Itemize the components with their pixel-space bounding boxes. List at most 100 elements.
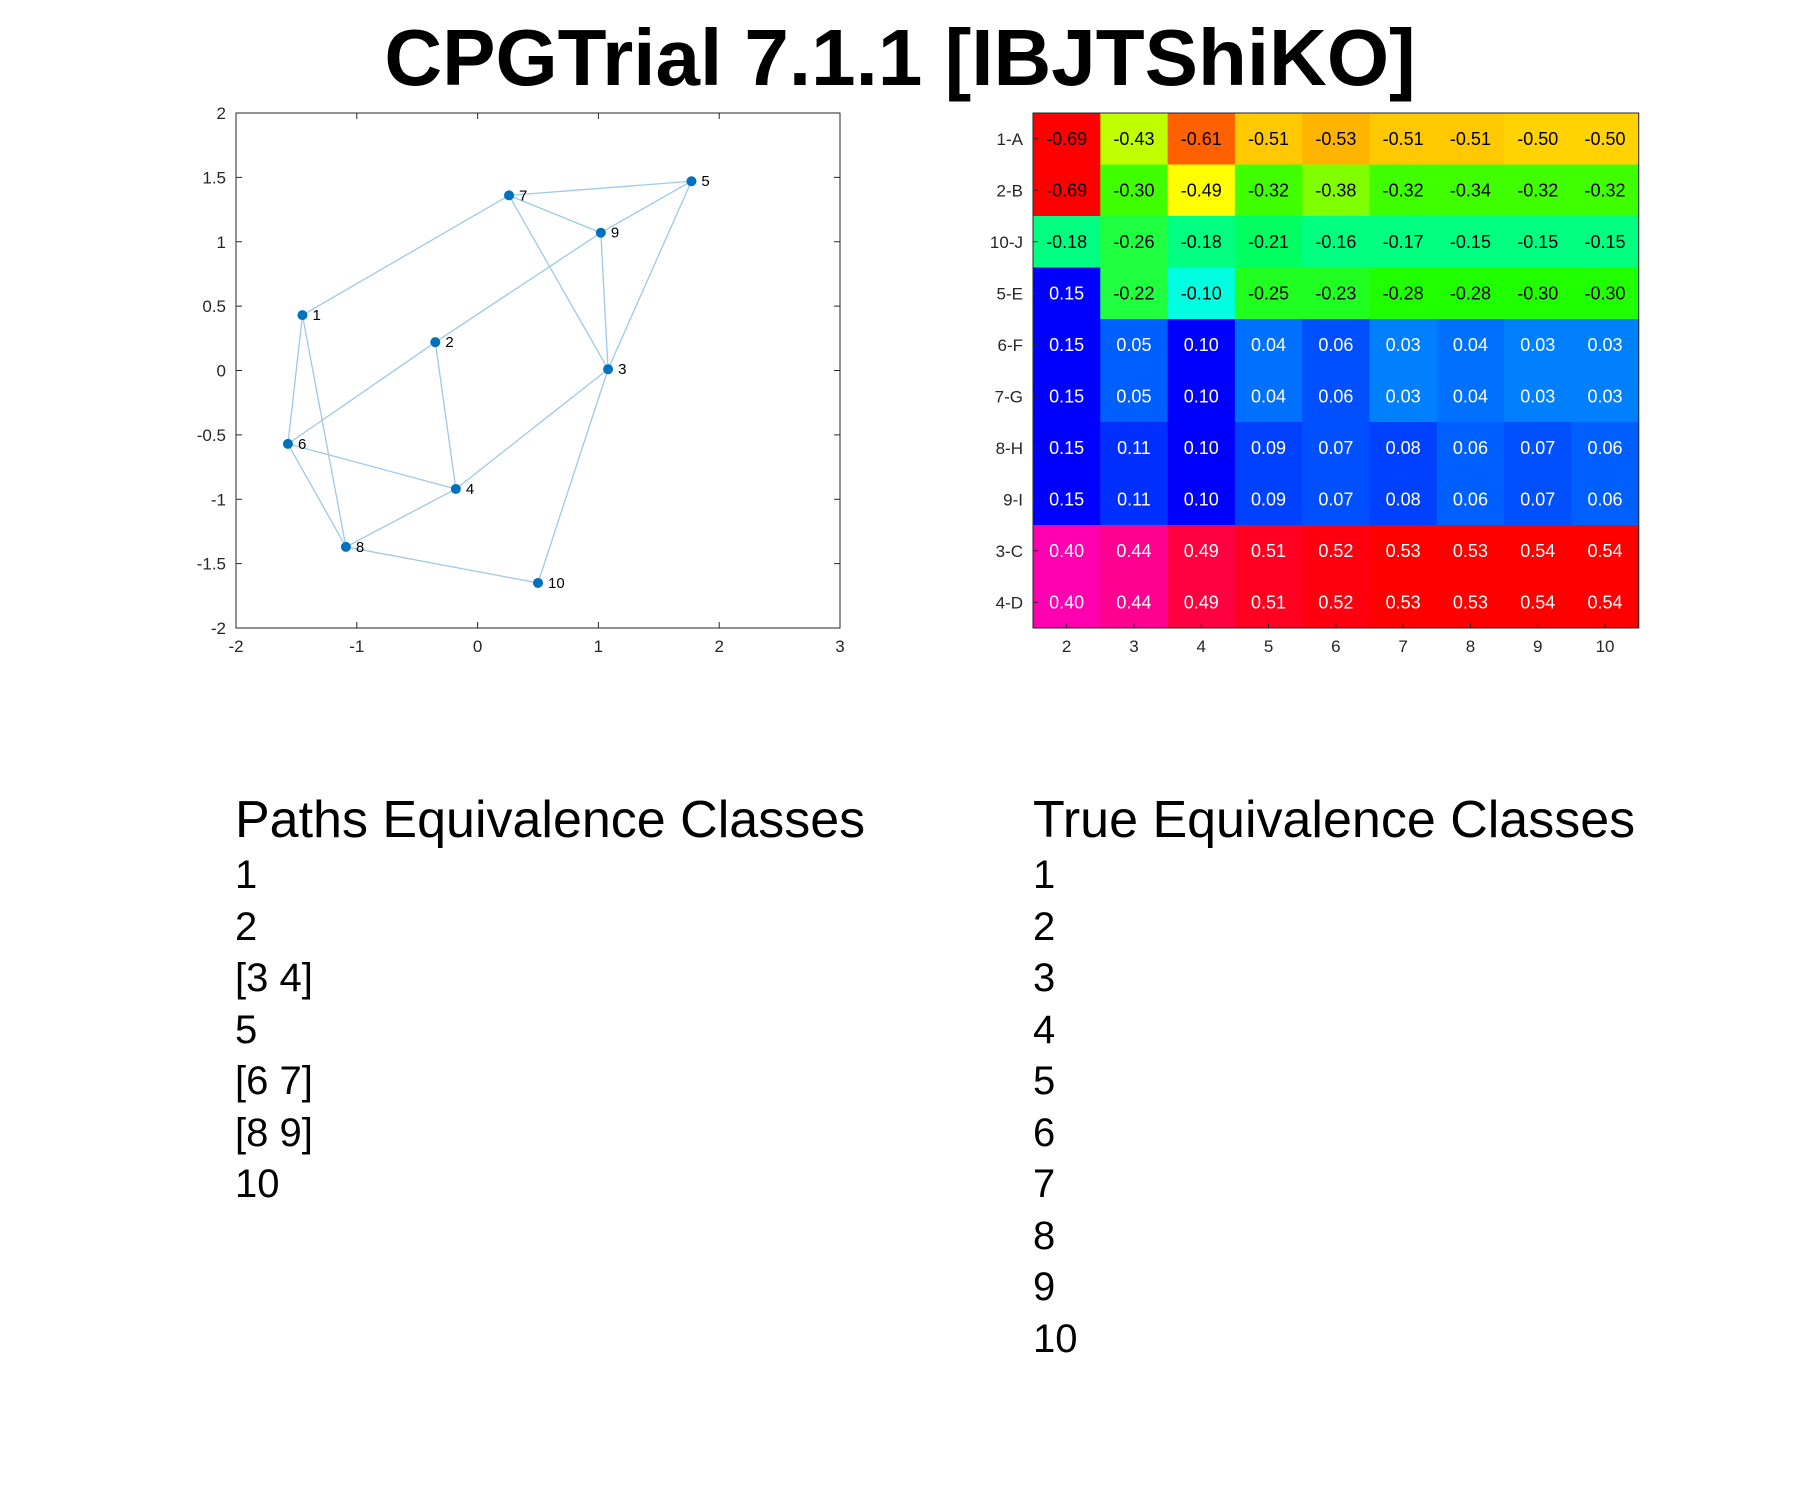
heatmap-col-label: 5 [1264,637,1273,656]
equivalence-class-item: 1 [1033,853,1056,897]
heatmap-cell [1100,576,1169,629]
graph-edge [508,195,609,370]
heatmap-row-label: 3-C [996,542,1023,561]
heatmap-value-label: 0.52 [1318,541,1353,561]
heatmap-cell [1167,319,1236,371]
equivalence-class-item: 10 [1033,1316,1078,1361]
graph-node [450,483,461,494]
heatmap-cell [1571,113,1640,165]
heatmap-cell [1571,164,1640,217]
heatmap-cell [1369,422,1438,474]
heatmap-value-label: 0.49 [1184,541,1219,561]
heatmap-value-label: 0.51 [1251,592,1286,612]
true-equivalence-classes: True Equivalence Classes 1 2 3 4 5 6 7 8 9 10 [1033,790,1635,1365]
heatmap-cell [1100,267,1169,320]
heatmap-cell [1167,422,1236,474]
heatmap-cell [1436,113,1505,165]
heatmap-col-label: 3 [1129,637,1138,656]
heatmap-cell [1436,473,1505,526]
paths-classes-heading: Paths Equivalence Classes [235,791,866,849]
heatmap-cell [1100,164,1169,217]
heatmap-value-label: 0.06 [1588,438,1623,458]
heatmap-value-label: 0.15 [1049,386,1084,406]
heatmap-value-label: 0.03 [1520,335,1555,355]
heatmap-cell [1033,267,1101,320]
heatmap-value-label: 0.10 [1184,335,1219,355]
heatmap-cell [1369,216,1438,268]
heatmap-value-label: -0.10 [1181,283,1222,303]
graph-edge [302,194,510,316]
heatmap-cell [1436,216,1505,268]
graph-node-label: 3 [618,361,626,378]
graph-node-label: 2 [445,334,453,351]
heatmap-cell [1234,319,1303,371]
equivalence-class-item: 1 [235,853,258,897]
heatmap-cell [1234,370,1303,423]
heatmap-value-label: 0.06 [1318,386,1353,406]
heatmap-cell [1436,319,1505,371]
heatmap-col-label: 2 [1062,637,1071,656]
heatmap-value-label: 0.53 [1453,592,1488,612]
paths-equivalence-classes: Paths Equivalence Classes 1 2 [3 4] 5 [6 7] [… [235,790,865,1211]
heatmap-cell [1033,370,1101,423]
graph-edge [287,341,436,445]
heatmap-col-label: 6 [1331,637,1340,656]
heatmap-value-label: 0.05 [1116,335,1151,355]
heatmap-cell [1571,216,1640,268]
graph-node [603,364,614,375]
graph-axes-box [235,112,841,629]
graph-edge [455,368,609,490]
heatmap-value-label: -0.17 [1383,232,1424,252]
heatmap-cell [1369,113,1438,165]
heatmap-value-label: 0.09 [1251,438,1286,458]
heatmap-row-label: 5-E [997,284,1023,303]
graph-edge [434,232,602,343]
x-tick-label: 2 [714,637,723,656]
network-graph-chart: -2 -1 0 1 2 3 2 1.5 1 0.5 0 -0.5 -1 -1.5 -2 1 2 3 4 5 6 7 8 9 10 [197,104,845,656]
graph-node [340,541,351,552]
graph-edge [345,546,539,584]
heatmap-chart: -0.69 -0.43 -0.61 -0.51 -0.53 -0.51 -0.51 -0.50… [990,112,1640,656]
heatmap-cell [1033,216,1101,268]
equivalence-class-item: 7 [1033,1162,1056,1206]
heatmap-cell [1167,164,1236,217]
x-tick-label: -1 [349,637,364,656]
heatmap-cell [1033,473,1101,526]
equivalence-class-item: 2 [1033,904,1056,949]
heatmap-value-label: -0.38 [1315,180,1356,200]
heatmap-value-label: 0.03 [1588,335,1623,355]
heatmap-cell [1234,164,1303,217]
graph-edge [508,194,602,234]
heatmap-cell [1504,370,1572,423]
heatmap-cell [1571,319,1640,371]
graph-edge [345,488,457,548]
heatmap-cell [1436,164,1505,217]
graph-node [595,227,606,238]
heatmap-value-label: 0.11 [1117,438,1151,458]
heatmap-value-label: 0.44 [1116,541,1151,561]
heatmap-cell [1234,422,1303,474]
heatmap-row-label: 2-B [997,181,1023,200]
heatmap-value-label: -0.15 [1450,232,1491,252]
heatmap-value-label: 0.04 [1453,386,1488,406]
heatmap-cell [1302,113,1370,165]
heatmap-value-label: 0.10 [1184,386,1219,406]
heatmap-value-label: -0.26 [1113,232,1154,252]
equivalence-class-item: 3 [1033,956,1056,1000]
heatmap-value-label: -0.30 [1517,283,1558,303]
heatmap-value-label: -0.43 [1113,129,1154,149]
heatmap-value-label: 0.54 [1520,541,1555,561]
graph-node-label: 1 [312,307,320,324]
heatmap-value-label: -0.28 [1383,283,1424,303]
heatmap-value-label: 0.04 [1251,335,1286,355]
heatmap-value-label: 0.08 [1386,489,1421,509]
heatmap-value-label: -0.49 [1181,180,1222,200]
heatmap-value-label: 0.06 [1318,335,1353,355]
heatmap-cell [1504,576,1572,629]
heatmap-cell [1369,164,1438,217]
heatmap-value-label: -0.16 [1315,232,1356,252]
heatmap-value-label: 0.03 [1588,386,1623,406]
equivalence-class-item: 10 [235,1162,280,1206]
paths-classes-items: 1 2 [3 4] 5 [6 7] [8 9] 10 [235,850,865,1211]
heatmap-cell [1302,422,1370,474]
